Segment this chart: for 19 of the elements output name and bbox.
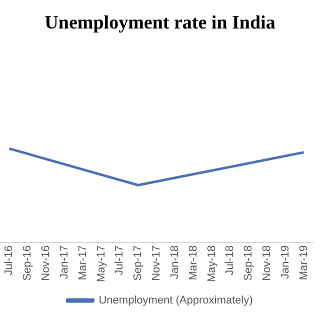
x-tick-label: Jan-17 xyxy=(58,245,70,279)
x-tick-label: May-17 xyxy=(95,245,108,282)
x-tick-label: Sep-16 xyxy=(22,245,34,281)
x-tick-label: Mar-19 xyxy=(298,245,310,280)
x-tick-label: Jul-18 xyxy=(224,245,236,276)
x-tick-label: Sep-18 xyxy=(242,245,255,281)
legend-label: Unemployment (Approximately) xyxy=(98,294,253,307)
x-tick-label: Jan-18 xyxy=(168,245,181,279)
x-tick-label: Nov-18 xyxy=(261,245,274,281)
x-tick-label: Nov-17 xyxy=(150,245,163,281)
x-tick-label: Mar-18 xyxy=(187,245,200,280)
x-tick-label: Mar-17 xyxy=(76,245,89,280)
x-tick-label: Jan-19 xyxy=(279,245,292,279)
x-tick-label: Sep-17 xyxy=(132,245,144,281)
x-tick-label: Jul-16 xyxy=(3,245,16,276)
x-tick-label: May-18 xyxy=(206,245,218,282)
x-tick-label: Jul-17 xyxy=(114,245,126,276)
chart-title: Unemployment rate in India xyxy=(44,12,276,34)
x-tick-label: Nov-16 xyxy=(40,245,52,281)
